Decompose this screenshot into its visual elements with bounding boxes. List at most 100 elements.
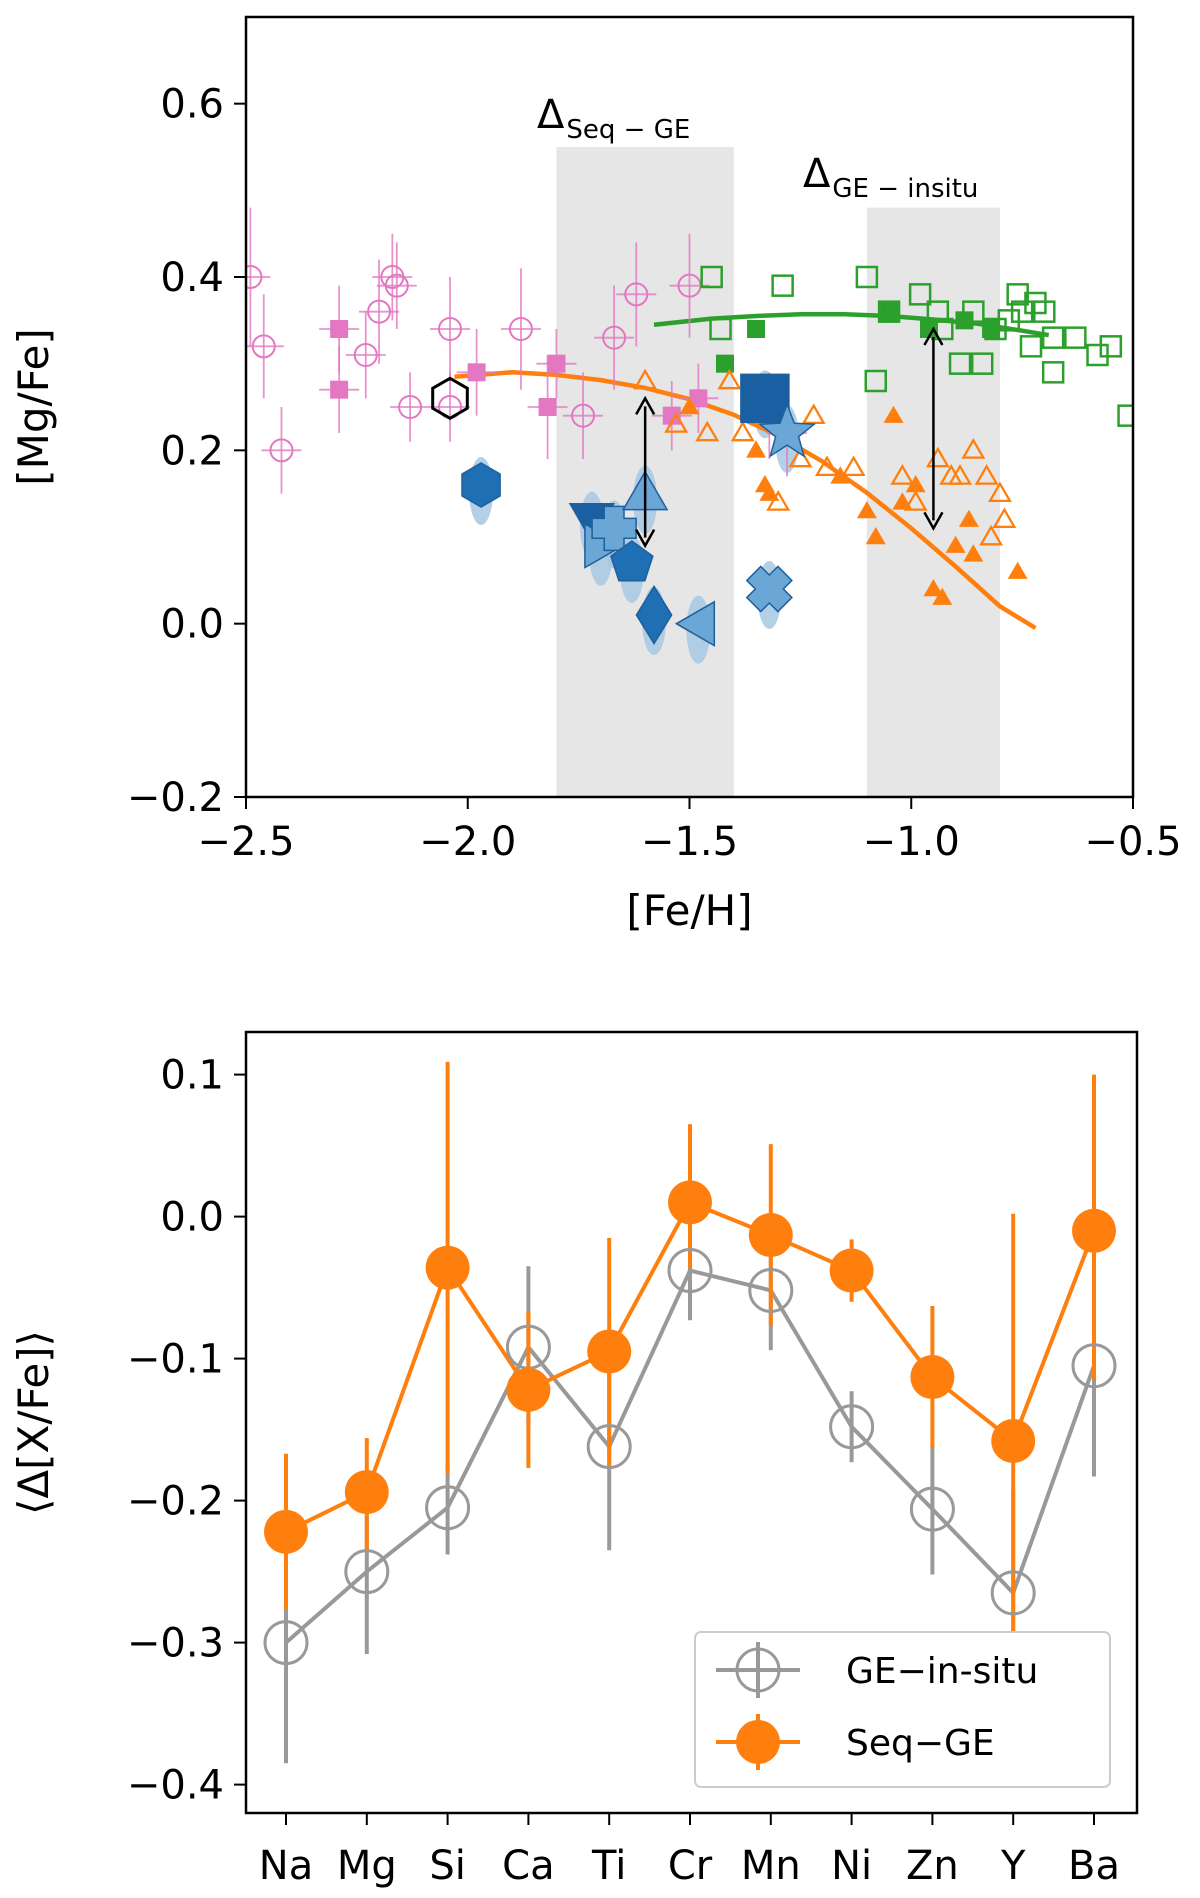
x-tick-label-2: −1.5 — [641, 819, 738, 865]
legend-marker-1 — [736, 1720, 780, 1764]
data-point-6-10-x — [745, 565, 793, 613]
data-point-6-7-triangle-left — [674, 600, 716, 647]
data-point-0-6 — [384, 273, 409, 298]
data-point-5-11 — [932, 587, 953, 605]
data-point-5-0 — [679, 397, 700, 415]
x-tick-label-cr: Cr — [668, 1843, 713, 1889]
delta-label-0: ΔSeq − GE — [537, 92, 690, 145]
data-point-6-5-pentagon — [610, 540, 654, 582]
x-tick-label-0: −2.5 — [197, 819, 294, 865]
data-point-0-1 — [344, 1549, 390, 1595]
legend-marker-0 — [735, 1647, 781, 1693]
data-point-1-8 — [910, 1355, 955, 1400]
plot-area — [263, 1061, 1117, 1764]
data-point-5-10 — [923, 579, 944, 597]
y-tick-label-0: −0.2 — [127, 775, 224, 821]
y-tick-label-0: −0.4 — [127, 1763, 224, 1809]
data-point-0-5 — [667, 1248, 713, 1294]
data-point-1-3 — [506, 1367, 551, 1412]
data-point-4-18 — [979, 524, 1003, 546]
data-point-6-0-hexagon — [461, 462, 501, 508]
data-point-2-23 — [1099, 335, 1123, 358]
arrow-head-bottom-1 — [923, 511, 944, 531]
data-point-6-6-diamond — [635, 584, 673, 646]
data-point-1-5 — [662, 406, 681, 425]
data-point-2-6 — [908, 283, 932, 306]
data-point-2-5 — [877, 300, 901, 323]
data-point-4-17 — [974, 463, 999, 485]
data-point-1-1 — [330, 380, 349, 399]
data-point-2-11 — [970, 352, 994, 375]
data-point-4-10 — [841, 455, 866, 477]
data-point-6-8-square — [740, 373, 790, 424]
data-point-1-6 — [748, 1213, 793, 1258]
data-point-7-0 — [431, 376, 469, 421]
data-point-1-0 — [264, 1509, 308, 1554]
legend: GE−in-situ Seq−GE — [694, 1631, 1111, 1788]
data-point-5-5 — [856, 501, 877, 519]
delta-label-1: ΔGE − insitu — [803, 151, 978, 204]
data-point-0-10 — [508, 317, 533, 341]
data-point-5-15 — [958, 509, 979, 527]
data-point-3-0 — [715, 354, 734, 373]
data-point-1-7 — [829, 1248, 874, 1293]
y-tick-label-1: −0.3 — [127, 1621, 224, 1667]
arrow-head-bottom-0 — [635, 529, 656, 549]
y-tick-label-2: 0.2 — [160, 428, 224, 474]
data-point-0-3 — [353, 343, 378, 367]
data-point-2-24 — [1117, 404, 1133, 427]
data-point-2-20 — [1041, 361, 1065, 384]
top-panel-mg-fe-vs-fe-h: ΔSeq − GE ΔGE − insitu −2.5 −2.0 −1.5 −1.0 −0.… — [9, 15, 1182, 935]
data-point-1-0 — [330, 320, 349, 338]
x-tick-label-1: −2.0 — [419, 819, 516, 865]
x-tick-label-ba: Ba — [1068, 1843, 1120, 1889]
arrow-head-top-0 — [635, 395, 656, 415]
data-point-2-16 — [1019, 335, 1043, 358]
data-point-4-2 — [695, 420, 720, 442]
y-tick-label-4: 0.6 — [160, 82, 224, 128]
data-point-5-3 — [759, 483, 780, 501]
data-point-5-13 — [963, 544, 984, 562]
data-point-2-2 — [771, 274, 794, 297]
data-point-1-3 — [547, 354, 566, 373]
data-point-2-19 — [1041, 326, 1065, 349]
data-point-4-19 — [988, 481, 1012, 503]
y-tick-label-3: −0.1 — [127, 1337, 224, 1383]
data-point-4-8 — [801, 403, 826, 425]
data-point-1-1 — [344, 1470, 389, 1515]
y-axis-label: ⟨Δ[X/Fe]⟩ — [9, 1330, 58, 1515]
y-tick-label-3: 0.4 — [160, 255, 224, 301]
data-point-4-16 — [961, 437, 986, 459]
data-point-0-7 — [398, 395, 423, 419]
data-point-6-9-star — [757, 402, 817, 458]
data-point-2-4 — [864, 369, 888, 393]
data-point-1-9 — [991, 1418, 1036, 1463]
data-point-4-12 — [903, 489, 928, 511]
data-point-4-7 — [788, 446, 813, 468]
data-point-4-6 — [766, 490, 791, 511]
data-point-0-2 — [269, 438, 294, 463]
x-tick-label-4: −0.5 — [1084, 819, 1181, 865]
x-tick-label-zn: Zn — [906, 1843, 959, 1889]
data-point-2-21 — [1064, 326, 1087, 349]
data-point-1-6 — [689, 389, 708, 408]
data-point-5-7 — [883, 405, 904, 423]
data-point-5-12 — [945, 535, 966, 553]
data-point-4-3 — [717, 368, 742, 390]
data-point-4-9 — [815, 455, 839, 477]
data-point-1-10 — [1072, 1208, 1116, 1253]
data-point-4-11 — [890, 463, 915, 485]
x-tick-label-si: Si — [429, 1843, 466, 1889]
data-point-4-15 — [948, 463, 972, 485]
x-tick-label-ca: Ca — [502, 1843, 554, 1889]
data-point-2-18 — [1033, 300, 1056, 323]
data-point-0-2 — [425, 1485, 471, 1531]
legend-label-1: Seq−GE — [846, 1723, 995, 1764]
data-point-0-4 — [367, 299, 392, 324]
delta-subscript-1: GE − insitu — [832, 174, 978, 204]
data-point-5-1 — [746, 440, 766, 458]
data-point-4-20 — [992, 507, 1017, 529]
data-point-1-2 — [425, 1245, 470, 1290]
x-tick-label-mg: Mg — [337, 1843, 397, 1889]
